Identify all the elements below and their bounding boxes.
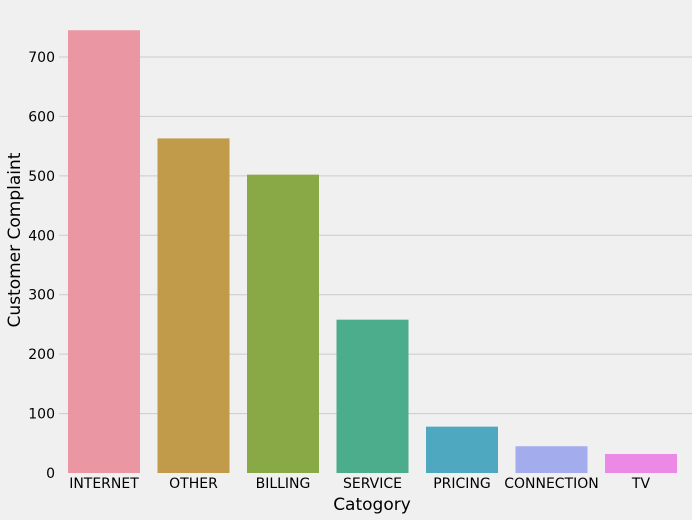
y-tick-label: 200 — [28, 347, 55, 363]
bar-pricing — [426, 426, 498, 473]
y-tick-labels: 0 100 200 300 400 500 600 700 — [28, 50, 55, 482]
bar-billing — [247, 174, 319, 473]
y-tick-label: 100 — [28, 407, 55, 423]
bar-service — [336, 319, 409, 473]
bar-tv — [605, 453, 677, 473]
x-tick-label-service: SERVICE — [343, 476, 402, 492]
y-tick-label: 500 — [28, 169, 55, 185]
x-tick-label-internet: INTERNET — [69, 476, 139, 492]
y-axis-label: Customer Complaint — [5, 152, 25, 327]
y-tick-label: 0 — [46, 466, 55, 482]
bar-internet — [68, 30, 140, 474]
x-tick-label-billing: BILLING — [256, 476, 311, 492]
x-tick-label-pricing: PRICING — [433, 476, 491, 492]
x-tick-label-other: OTHER — [169, 476, 218, 492]
x-tick-label-tv: TV — [631, 476, 651, 492]
bar-connection — [515, 446, 588, 473]
y-tick-label: 700 — [28, 50, 55, 66]
y-tick-label: 300 — [28, 288, 55, 304]
x-axis-label: Catogory — [333, 495, 411, 515]
bar-other — [157, 138, 230, 473]
x-tick-label-connection: CONNECTION — [504, 476, 599, 492]
y-tick-label: 600 — [28, 109, 55, 125]
y-tick-label: 400 — [28, 228, 55, 244]
bars — [68, 30, 677, 474]
x-tick-labels: INTERNET OTHER BILLING SERVICE PRICING CONNEC… — [69, 476, 650, 492]
